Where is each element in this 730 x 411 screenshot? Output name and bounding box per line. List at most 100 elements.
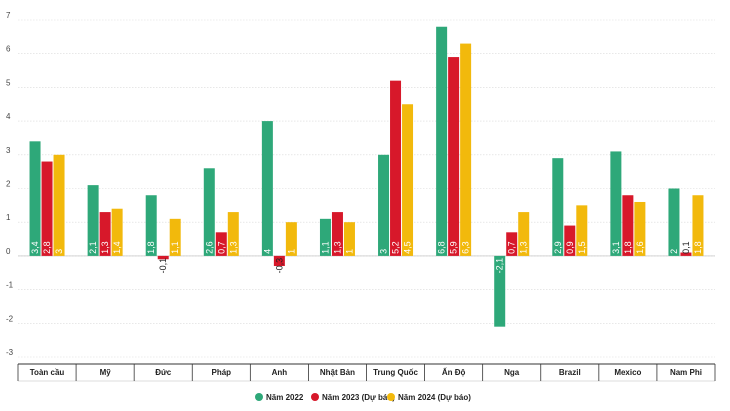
data-label: 4,5 (403, 241, 413, 254)
bar (448, 57, 460, 256)
legend-swatch (311, 393, 319, 401)
data-label: 1,1 (320, 241, 330, 254)
y-tick-label: -1 (6, 281, 14, 290)
y-tick-label: -2 (6, 314, 14, 323)
bar (331, 212, 343, 256)
data-label: 1,6 (635, 241, 645, 254)
x-category-label: Mexico (614, 368, 641, 377)
bar (680, 252, 692, 256)
x-category-label: Đức (155, 368, 172, 377)
data-label: 5,2 (391, 241, 401, 254)
bar (610, 151, 622, 256)
bar (157, 255, 169, 260)
x-category-label: Trung Quốc (373, 368, 418, 377)
data-label: 3 (379, 249, 389, 254)
bar (564, 225, 576, 256)
data-label: 1,4 (112, 241, 122, 254)
data-label: -2,1 (495, 258, 505, 274)
x-category-label: Mỹ (100, 368, 112, 377)
data-label: 1,8 (693, 241, 703, 254)
bar (203, 168, 215, 256)
bar (215, 232, 227, 256)
bar (261, 121, 273, 256)
bar (390, 80, 402, 256)
bar (99, 212, 111, 256)
y-tick-label: 7 (6, 11, 11, 20)
data-label: 0,7 (507, 241, 517, 254)
bar (692, 195, 704, 256)
data-labels: 3,4 2,8 3 2,1 1,3 1,4 1,8-0,11,1 2,6 0,7 1,3 4-0,3… (30, 241, 703, 273)
bar (285, 222, 297, 256)
bar (518, 212, 530, 256)
data-label: 1,1 (170, 241, 180, 254)
data-label: 4 (262, 249, 272, 254)
data-label: 1,3 (100, 241, 110, 254)
data-label: 0,9 (565, 241, 575, 254)
x-category-label: Anh (272, 368, 288, 377)
bar (622, 195, 634, 256)
data-label: 2,6 (204, 241, 214, 254)
data-label: 2,8 (42, 241, 52, 254)
data-label: 6,3 (461, 241, 471, 254)
data-label: -0,3 (274, 258, 284, 274)
data-label: 3,1 (611, 241, 621, 254)
y-tick-label: 6 (6, 45, 11, 54)
y-tick-label: 3 (6, 146, 11, 155)
bar (87, 185, 99, 256)
x-category-label: Nam Phi (670, 368, 702, 377)
legend: Năm 2022 Năm 2023 (Dự báo) Năm 2024 (Dự bá… (255, 393, 471, 402)
bar (145, 195, 157, 256)
data-label: 5,9 (449, 241, 459, 254)
x-category-label: Pháp (212, 368, 232, 377)
x-axis: Toàn cầu Mỹ Đức Pháp Anh Nhật Bản Trung Quốc Ấn… (17, 363, 716, 382)
x-category-label: Ấn Độ (442, 367, 466, 377)
bar (668, 188, 680, 256)
bar (53, 154, 65, 256)
data-label: 1,8 (623, 241, 633, 254)
bar (402, 104, 414, 256)
data-label: 1,5 (577, 241, 587, 254)
bar (436, 26, 448, 256)
data-label: 3 (54, 249, 64, 254)
bar (378, 154, 390, 256)
bar (29, 141, 41, 256)
y-tick-label: 4 (6, 112, 11, 121)
bar (343, 222, 355, 256)
data-label: 2,9 (553, 241, 563, 254)
x-category-label: Toàn cầu (30, 368, 65, 377)
data-label: 6,8 (437, 241, 447, 254)
x-category-label: Brazil (559, 368, 581, 377)
data-label: 1 (286, 249, 296, 254)
data-label: 1,3 (519, 241, 529, 254)
x-category-label: Nhật Bản (320, 368, 355, 377)
data-label: 1,3 (332, 241, 342, 254)
bar (227, 212, 239, 256)
data-label: 0,7 (216, 241, 226, 254)
bar (634, 201, 646, 256)
legend-swatch (387, 393, 395, 401)
data-label: 2 (669, 249, 679, 254)
legend-label: Năm 2023 (Dự báo) (322, 393, 395, 402)
bar (460, 43, 472, 256)
data-label: -0,1 (158, 258, 168, 274)
bar (506, 232, 518, 256)
y-tick-label: 0 (6, 247, 11, 256)
x-category-label: Nga (504, 368, 520, 377)
legend-swatch (255, 393, 263, 401)
data-label: 1,8 (146, 241, 156, 254)
data-label: 1,3 (228, 241, 238, 254)
y-tick-label: -3 (6, 348, 14, 357)
data-label: 3,4 (30, 241, 40, 254)
bar (319, 218, 331, 256)
bar (111, 208, 123, 256)
grid-layer (18, 19, 715, 358)
y-tick-label: 2 (6, 180, 11, 189)
data-label: 1 (344, 249, 354, 254)
legend-label: Năm 2024 (Dự báo) (398, 393, 471, 402)
data-label: 2,1 (88, 241, 98, 254)
y-axis-ticks: 7 6 5 4 3 2 1 0 -1 -2 -3 (6, 11, 14, 357)
data-label: 0,1 (681, 241, 691, 254)
bar (169, 218, 181, 256)
y-tick-label: 5 (6, 78, 11, 87)
